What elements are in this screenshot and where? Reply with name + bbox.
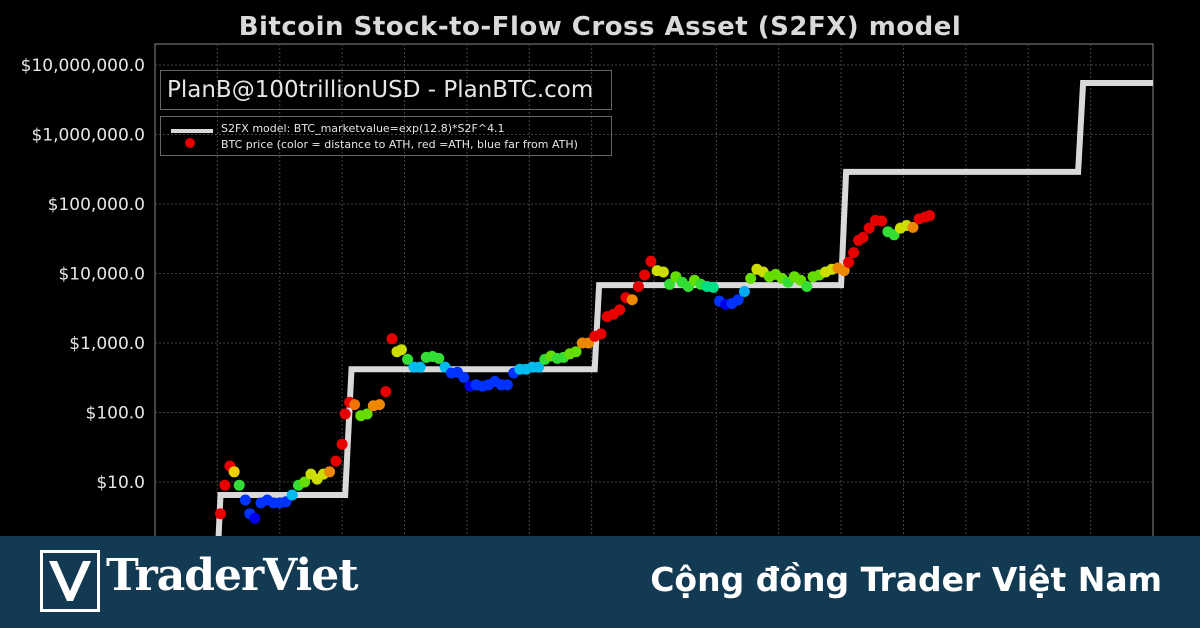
btc-price-point — [639, 269, 651, 281]
btc-price-point — [645, 255, 657, 267]
footer-banner: TraderViet Cộng đồng Trader Việt Nam — [0, 536, 1200, 628]
btc-price-point — [339, 408, 351, 420]
credit-box: PlanB@100trillionUSD - PlanBTC.com — [160, 70, 612, 110]
btc-price-point — [707, 281, 719, 293]
btc-price-point — [863, 222, 875, 234]
legend: S2FX model: BTC_marketvalue=exp(12.8)*S2… — [160, 116, 612, 156]
y-tick-label: $100,000.0 — [48, 195, 145, 215]
btc-price-point — [732, 294, 744, 306]
btc-price-point — [907, 221, 919, 233]
banner-tagline: Cộng đồng Trader Việt Nam — [650, 560, 1162, 599]
btc-price-point — [215, 508, 226, 520]
btc-price-point — [336, 438, 348, 450]
btc-price-point — [848, 247, 860, 259]
btc-price-point — [414, 361, 426, 373]
btc-price-point — [533, 361, 545, 373]
chart-canvas: $10.0 $100.0 $1,000.0 $10,000.0 $100,000.0 $1… — [21, 43, 1154, 540]
s2fx-model-line — [215, 80, 1153, 540]
btc-price-point — [626, 294, 638, 306]
btc-price-point — [632, 281, 644, 292]
grid-lines — [155, 44, 1153, 540]
btc-price-point — [219, 479, 231, 491]
legend-model-swatch — [171, 129, 213, 133]
y-tick-label: $1,000.0 — [69, 334, 145, 354]
y-tick-label: $10,000.0 — [58, 265, 145, 285]
btc-price-point — [233, 479, 245, 491]
y-tick-label: $10,000,000.0 — [21, 56, 145, 76]
btc-price-point — [838, 265, 850, 277]
btc-price-points — [215, 210, 936, 524]
btc-price-point — [228, 466, 240, 478]
legend-model-label: S2FX model: BTC_marketvalue=exp(12.8)*S2… — [221, 122, 505, 135]
btc-price-point — [843, 256, 855, 268]
btc-price-point — [324, 466, 336, 478]
btc-price-point — [299, 476, 311, 488]
btc-price-point — [857, 232, 869, 243]
btc-price-point — [745, 272, 757, 284]
y-tick-label: $10.0 — [96, 473, 145, 493]
btc-price-point — [386, 333, 398, 345]
legend-price-label: BTC price (color = distance to ATH, red … — [221, 138, 578, 151]
btc-price-point — [349, 399, 361, 411]
btc-price-point — [924, 210, 936, 222]
btc-price-point — [395, 344, 407, 356]
btc-price-point — [595, 328, 607, 340]
btc-price-point — [657, 266, 669, 278]
y-tick-label: $100.0 — [86, 404, 145, 424]
btc-price-point — [330, 455, 342, 467]
btc-price-point — [380, 386, 392, 398]
btc-price-point — [801, 281, 813, 292]
legend-price-swatch — [185, 138, 195, 148]
btc-price-point — [402, 353, 414, 365]
brand-logo-text: TraderViet — [106, 550, 359, 601]
btc-price-point — [249, 512, 261, 524]
y-tick-label: $1,000,000.0 — [31, 126, 145, 146]
btc-price-point — [570, 346, 582, 358]
btc-price-point — [738, 286, 750, 297]
btc-price-point — [664, 278, 676, 290]
btc-price-point — [433, 352, 445, 364]
btc-price-point — [374, 399, 385, 411]
btc-price-point — [501, 379, 513, 391]
btc-price-point — [458, 371, 470, 383]
btc-price-point — [239, 494, 251, 506]
btc-price-point — [614, 304, 626, 316]
btc-price-point — [286, 489, 298, 501]
chart-title: Bitcoin Stock-to-Flow Cross Asset (S2FX)… — [238, 12, 962, 42]
btc-price-point — [876, 215, 888, 227]
y-axis-ticks: $10.0 $100.0 $1,000.0 $10,000.0 $100,000.0 $1… — [21, 56, 145, 493]
btc-price-point — [361, 408, 373, 420]
traderviet-logo-icon — [40, 550, 100, 612]
